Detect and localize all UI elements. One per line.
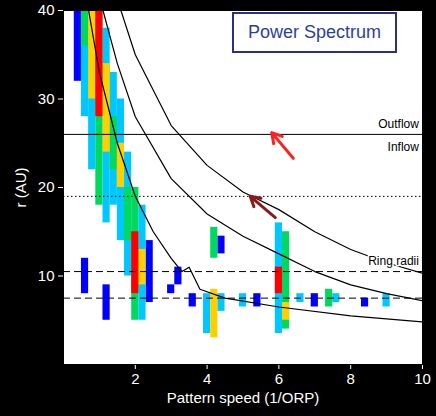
svg-text:6: 6 xyxy=(275,370,283,387)
svg-text:8: 8 xyxy=(347,370,355,387)
svg-text:Ring radii: Ring radii xyxy=(368,254,419,268)
svg-text:Pattern speed (1/ORP): Pattern speed (1/ORP) xyxy=(167,389,320,406)
svg-text:20: 20 xyxy=(38,178,55,195)
svg-text:40: 40 xyxy=(38,1,55,18)
svg-text:30: 30 xyxy=(38,90,55,107)
svg-text:Outflow: Outflow xyxy=(378,117,419,131)
svg-text:r (AU): r (AU) xyxy=(12,168,29,208)
svg-text:Inflow: Inflow xyxy=(388,140,420,154)
html-text:Power Spectrum: Power Spectrum xyxy=(248,22,382,42)
svg-text:2: 2 xyxy=(131,370,139,387)
svg-text:10: 10 xyxy=(414,370,431,387)
svg-text:10: 10 xyxy=(38,267,55,284)
svg-text:4: 4 xyxy=(203,370,211,387)
